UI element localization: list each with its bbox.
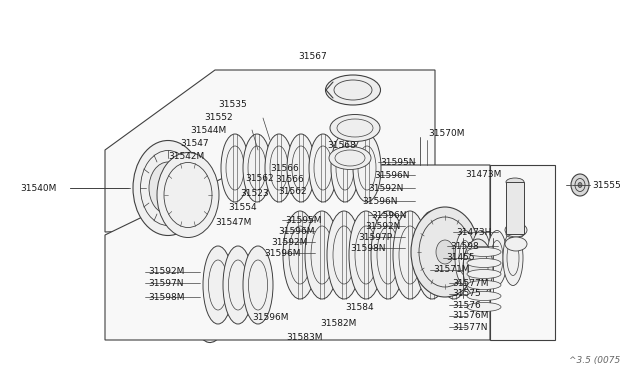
Text: 31596N: 31596N (362, 196, 397, 205)
Text: 31547: 31547 (180, 138, 209, 148)
Text: 31567: 31567 (299, 51, 328, 61)
Text: 31554: 31554 (228, 202, 257, 212)
Ellipse shape (287, 134, 315, 202)
Ellipse shape (159, 176, 177, 201)
Text: 31523: 31523 (240, 189, 269, 198)
Ellipse shape (467, 247, 501, 257)
Text: 31595M: 31595M (285, 215, 321, 224)
Text: 31566: 31566 (275, 174, 304, 183)
Bar (506, 182, 524, 234)
Ellipse shape (578, 183, 582, 187)
Ellipse shape (436, 240, 454, 264)
Ellipse shape (463, 239, 493, 297)
Ellipse shape (467, 259, 501, 267)
Ellipse shape (411, 207, 479, 297)
Ellipse shape (157, 153, 219, 237)
Ellipse shape (133, 141, 203, 235)
Text: 31555: 31555 (592, 180, 621, 189)
Text: 31598N: 31598N (350, 244, 385, 253)
Ellipse shape (455, 231, 475, 285)
Ellipse shape (371, 211, 405, 299)
Text: 31535: 31535 (218, 99, 247, 109)
Text: 31598: 31598 (450, 241, 479, 250)
Ellipse shape (467, 269, 501, 279)
Text: 31455: 31455 (446, 253, 475, 263)
Ellipse shape (221, 134, 249, 202)
Ellipse shape (243, 246, 273, 324)
Text: 31544M: 31544M (190, 125, 227, 135)
Polygon shape (105, 165, 490, 340)
Ellipse shape (437, 211, 471, 299)
Ellipse shape (265, 134, 293, 202)
Ellipse shape (223, 246, 253, 324)
Ellipse shape (326, 75, 381, 105)
Ellipse shape (487, 231, 507, 285)
Ellipse shape (327, 211, 361, 299)
Ellipse shape (309, 134, 337, 202)
Text: 31592N: 31592N (368, 183, 403, 192)
Ellipse shape (471, 231, 491, 285)
Text: 31473H: 31473H (456, 228, 492, 237)
Text: 31592N: 31592N (365, 221, 401, 231)
Ellipse shape (506, 178, 524, 186)
Ellipse shape (505, 237, 527, 251)
Ellipse shape (415, 211, 449, 299)
Text: 31566: 31566 (270, 164, 299, 173)
Text: 31596M: 31596M (252, 312, 289, 321)
Text: 31571M: 31571M (433, 266, 470, 275)
Ellipse shape (203, 246, 233, 324)
Polygon shape (105, 70, 435, 232)
Ellipse shape (149, 162, 187, 214)
Ellipse shape (329, 147, 371, 170)
Text: 31540M: 31540M (20, 183, 56, 192)
Ellipse shape (505, 223, 527, 237)
Ellipse shape (467, 292, 501, 301)
Ellipse shape (353, 134, 381, 202)
Ellipse shape (393, 211, 427, 299)
Ellipse shape (330, 115, 380, 141)
Text: 31547M: 31547M (215, 218, 252, 227)
Text: 31577N: 31577N (452, 323, 488, 331)
Text: 31597P: 31597P (358, 232, 392, 241)
Ellipse shape (467, 280, 501, 289)
Text: 31552: 31552 (204, 112, 232, 122)
Text: ^3.5 (0075: ^3.5 (0075 (569, 356, 620, 365)
Ellipse shape (305, 211, 339, 299)
Text: 31576: 31576 (452, 301, 481, 310)
Text: 31562: 31562 (245, 173, 274, 183)
Text: 31592M: 31592M (148, 267, 184, 276)
Text: 31598M: 31598M (148, 292, 184, 301)
Text: 31596M: 31596M (264, 248, 301, 257)
Text: 31568: 31568 (327, 141, 356, 150)
Text: 31595N: 31595N (380, 157, 415, 167)
Ellipse shape (503, 231, 523, 285)
Ellipse shape (283, 211, 317, 299)
Text: 31473M: 31473M (465, 170, 501, 179)
Text: 31576M: 31576M (452, 311, 488, 321)
Text: 31582M: 31582M (320, 318, 356, 327)
Text: 31596M: 31596M (278, 227, 314, 235)
Text: 31596N: 31596N (374, 170, 410, 180)
Text: 31583M: 31583M (287, 333, 323, 341)
Ellipse shape (331, 134, 359, 202)
Ellipse shape (349, 211, 383, 299)
Text: 31562: 31562 (278, 186, 307, 196)
Text: 31592M: 31592M (271, 237, 307, 247)
Ellipse shape (467, 302, 501, 311)
Polygon shape (490, 165, 555, 340)
Text: 31570M: 31570M (428, 128, 465, 138)
Text: 31542M: 31542M (168, 151, 204, 160)
Ellipse shape (243, 134, 271, 202)
Text: 31597N: 31597N (148, 279, 184, 288)
Ellipse shape (506, 230, 524, 238)
Text: 31577M: 31577M (452, 279, 488, 288)
Ellipse shape (571, 174, 589, 196)
Text: 31584: 31584 (345, 302, 374, 311)
Text: 31596N: 31596N (371, 211, 406, 219)
Text: 31575: 31575 (452, 289, 481, 298)
